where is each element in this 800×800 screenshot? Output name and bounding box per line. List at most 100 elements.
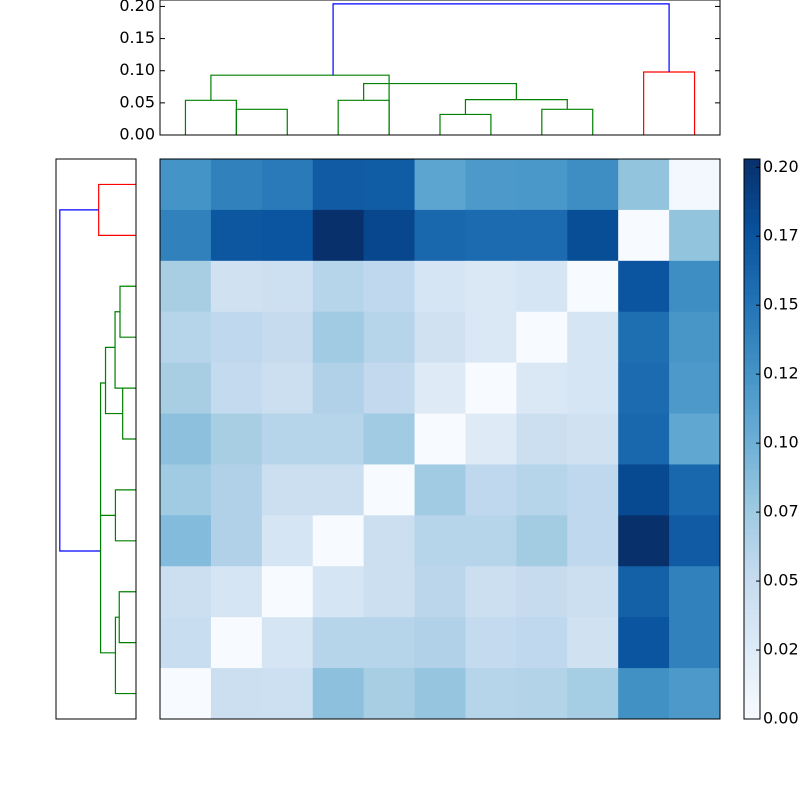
colorbar-segment <box>744 449 760 455</box>
colorbar-segment <box>744 389 760 395</box>
heatmap-cell <box>261 566 314 618</box>
heatmap-cell <box>618 413 670 465</box>
colorbar-segment <box>744 184 760 190</box>
colorbar-segment <box>744 219 760 225</box>
colorbar-segment <box>744 544 760 550</box>
colorbar-segment <box>744 339 760 345</box>
colorbar-segment <box>744 679 760 685</box>
colorbar-segment <box>744 664 760 670</box>
colorbar-segment <box>744 199 760 205</box>
colorbar-segment <box>744 459 760 465</box>
colorbar-segment <box>744 604 760 610</box>
colorbar-segment <box>744 234 760 240</box>
colorbar-segment <box>744 284 760 290</box>
heatmap-cell <box>210 617 263 669</box>
colorbar-segment <box>744 344 760 350</box>
heatmap-cell <box>669 362 721 415</box>
heatmap-cell <box>618 566 670 618</box>
top-dendrogram-ytick-label: 0.15 <box>119 28 155 47</box>
colorbar-segment <box>744 699 760 705</box>
colorbar-segment <box>744 469 760 475</box>
colorbar-segment <box>744 569 760 575</box>
colorbar-segment <box>744 254 760 260</box>
heatmap-cell <box>160 668 212 720</box>
colorbar-segment <box>744 514 760 520</box>
heatmap-cell <box>363 159 416 211</box>
heatmap-cell <box>363 311 416 364</box>
top-dendrogram-link <box>439 113 492 135</box>
heatmap-cell <box>669 159 721 211</box>
heatmap-cell <box>312 209 365 262</box>
colorbar-segment <box>744 629 760 635</box>
heatmap-cell <box>261 362 314 415</box>
heatmap-cell <box>618 260 670 313</box>
top-dendrogram-link <box>210 74 390 135</box>
heatmap-cell <box>414 159 466 211</box>
colorbar-segment <box>744 159 760 165</box>
left-dendrogram-link <box>122 388 136 440</box>
colorbar-segment <box>744 274 760 280</box>
heatmap-cell <box>669 260 721 313</box>
heatmap-cell <box>669 464 721 516</box>
colorbar-tick-label: 0.05 <box>763 571 799 590</box>
colorbar-segment <box>744 369 760 375</box>
colorbar-segment <box>744 489 760 495</box>
heatmap-cell <box>312 311 365 364</box>
heatmap-cell <box>465 260 517 313</box>
colorbar-segment <box>744 169 760 175</box>
colorbar-segment <box>744 529 760 535</box>
top-dendrogram-ytick-label: 0.00 <box>119 125 155 144</box>
top-dendrogram-frame <box>159 0 721 136</box>
heatmap-cell <box>210 566 263 618</box>
colorbar-segment <box>744 574 760 580</box>
heatmap-cell <box>669 515 721 567</box>
colorbar-segment <box>744 619 760 625</box>
heatmap-cell <box>312 159 365 211</box>
heatmap-cell <box>160 566 212 618</box>
colorbar-segment <box>744 434 760 440</box>
colorbar-segment <box>744 414 760 420</box>
colorbar-segment <box>744 399 760 405</box>
colorbar-segment <box>744 264 760 270</box>
left-dendrogram-link <box>114 616 136 695</box>
colorbar-segment <box>744 454 760 460</box>
colorbar-segment <box>744 564 760 570</box>
top-dendrogram: 0.00 0.05 0.10 0.15 0.20 <box>119 0 721 144</box>
heatmap-cell <box>618 362 670 415</box>
colorbar-segment <box>744 654 760 660</box>
heatmap-cell <box>516 362 568 415</box>
colorbar-segment <box>744 504 760 510</box>
top-dendrogram-link <box>541 108 594 135</box>
colorbar-segment <box>744 444 760 450</box>
colorbar-segment <box>744 409 760 415</box>
colorbar-tick-label: 0.00 <box>763 709 799 728</box>
colorbar-segment <box>744 224 760 230</box>
colorbar-tick-label: 0.07 <box>763 502 799 521</box>
left-dendrogram-frame <box>55 158 137 720</box>
heatmap-cell <box>414 209 466 262</box>
colorbar-segment <box>744 534 760 540</box>
heatmap-cell <box>414 566 466 618</box>
colorbar-segment <box>744 269 760 275</box>
colorbar-segment <box>744 404 760 410</box>
heatmap-cell <box>312 566 365 618</box>
heatmap-cell <box>312 260 365 313</box>
heatmap-cell <box>414 362 466 415</box>
heatmap-cell <box>312 464 365 516</box>
colorbar-segment <box>744 349 760 355</box>
heatmap-cell <box>516 311 568 364</box>
colorbar-segment <box>744 684 760 690</box>
heatmap-cell <box>160 464 212 516</box>
colorbar-tick-label: 0.12 <box>763 364 799 383</box>
heatmap-cell <box>210 515 263 567</box>
heatmap-cell <box>669 209 721 262</box>
heatmap-cell <box>210 464 263 516</box>
colorbar-segment <box>744 239 760 245</box>
heatmap-cell <box>414 515 466 567</box>
colorbar-segment <box>744 704 760 710</box>
left-dendrogram-link <box>99 515 116 654</box>
heatmap-cell <box>669 566 721 618</box>
colorbar-segment <box>744 204 760 210</box>
heatmap-cell <box>567 464 619 516</box>
colorbar-segment <box>744 499 760 505</box>
